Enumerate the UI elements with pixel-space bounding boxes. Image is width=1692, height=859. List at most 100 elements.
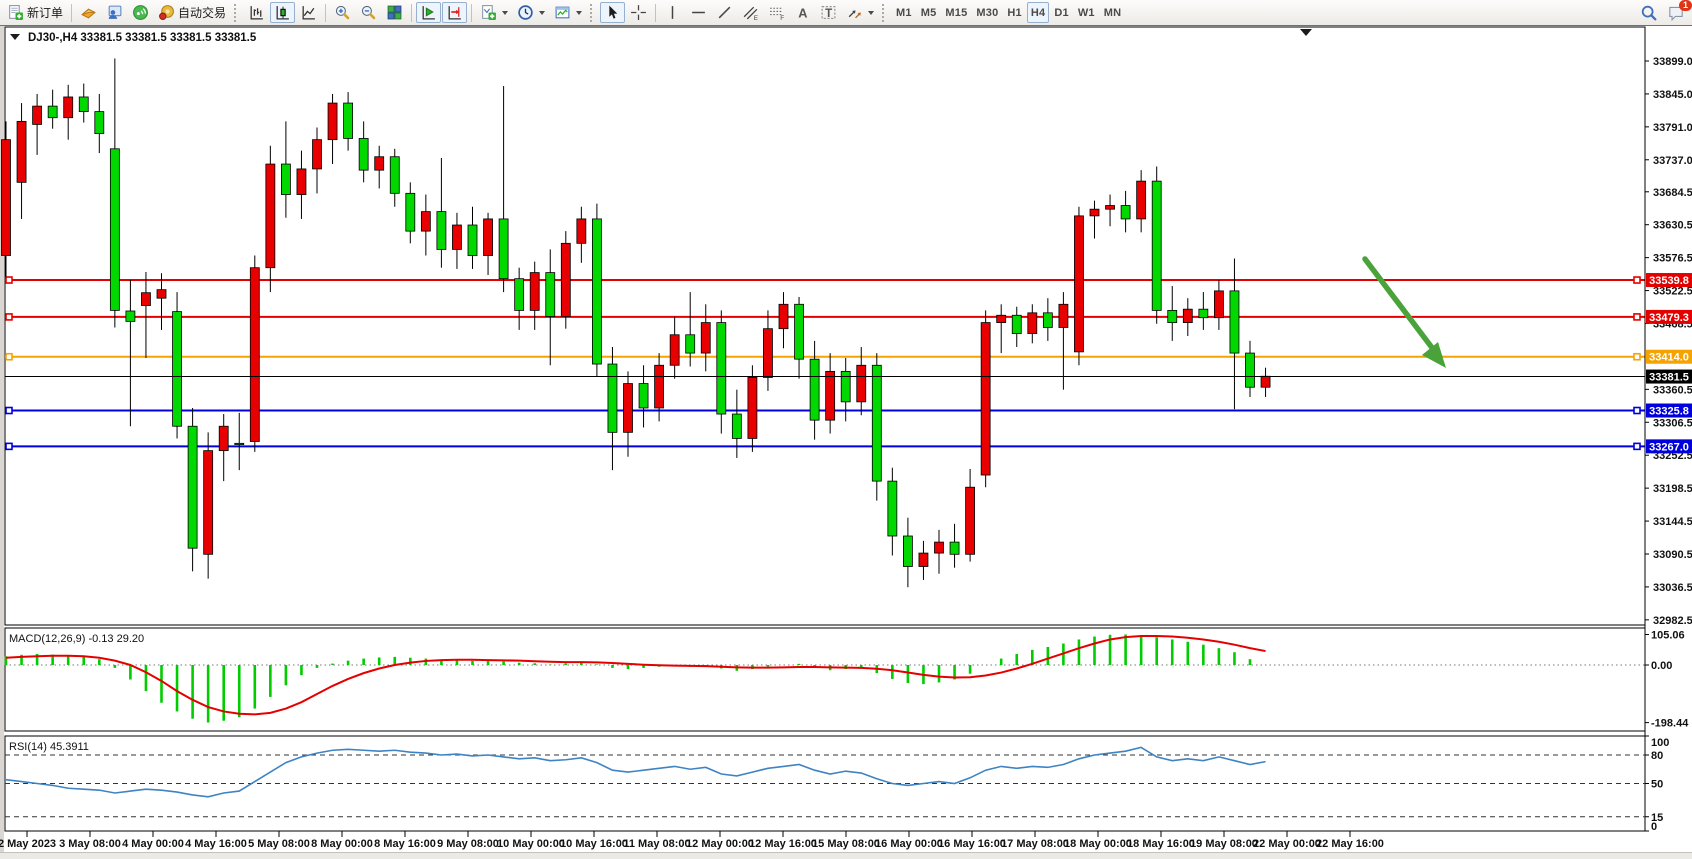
timeframe-D1[interactable]: D1 bbox=[1050, 2, 1072, 23]
candlestick-chart-button[interactable] bbox=[270, 2, 296, 23]
hline-33414.0[interactable] bbox=[5, 352, 1645, 361]
time-tick-label: 8 May 16:00 bbox=[374, 838, 436, 850]
autotrade-label: 自动交易 bbox=[178, 6, 227, 20]
chart-shift-button[interactable] bbox=[442, 2, 468, 23]
timeframe-H1[interactable]: H1 bbox=[1003, 2, 1025, 23]
dropdown-arrow-icon[interactable] bbox=[539, 10, 546, 15]
templates-button[interactable] bbox=[550, 2, 586, 23]
bar-chart-button[interactable] bbox=[244, 2, 269, 23]
box-icon bbox=[81, 8, 96, 19]
broadcast-icon bbox=[133, 5, 148, 20]
timeframe-M5[interactable]: M5 bbox=[917, 2, 941, 23]
data-window-button[interactable] bbox=[102, 2, 127, 23]
price-tick-label: 33198.5 bbox=[1653, 483, 1692, 495]
shapes-icon bbox=[848, 10, 861, 19]
symbol-dropdown-icon[interactable] bbox=[10, 34, 20, 40]
trendline-button[interactable] bbox=[712, 2, 737, 23]
chat-button[interactable]: 1 bbox=[1663, 0, 1692, 23]
cursor-button[interactable] bbox=[600, 2, 626, 23]
time-tick-label: 4 May 00:00 bbox=[122, 838, 184, 850]
svg-text:33414.0: 33414.0 bbox=[1649, 352, 1689, 364]
timeframe-W1[interactable]: W1 bbox=[1074, 2, 1099, 23]
dropdown-arrow-icon[interactable] bbox=[868, 10, 875, 15]
separator bbox=[325, 3, 327, 22]
timeframe-label: H4 bbox=[1030, 6, 1046, 19]
auto-scroll-icon bbox=[422, 6, 435, 20]
chat-badge: 1 bbox=[1679, 0, 1692, 11]
price-badge-33325.8: 33325.8 bbox=[1646, 403, 1692, 418]
svg-text:33381.5: 33381.5 bbox=[1649, 372, 1689, 384]
time-tick-label: 19 May 08:00 bbox=[1190, 838, 1258, 850]
svg-text:33325.8: 33325.8 bbox=[1649, 406, 1689, 418]
template-icon bbox=[555, 6, 570, 19]
macd-axis-label: -198.44 bbox=[1651, 718, 1689, 730]
svg-text:33539.8: 33539.8 bbox=[1649, 275, 1689, 287]
market-watch-button[interactable] bbox=[76, 2, 101, 23]
zoom-out-button[interactable] bbox=[356, 2, 381, 23]
chart-svg[interactable]: 33899.0 33845.0 33791.0 33737.0 33684.5 33630… bbox=[0, 26, 1692, 859]
chart-window[interactable]: 33899.0 33845.0 33791.0 33737.0 33684.5 33630… bbox=[0, 26, 1692, 859]
signals-button[interactable] bbox=[128, 2, 153, 23]
window-bottom-edge bbox=[0, 852, 1692, 859]
toolbar-grip[interactable] bbox=[234, 3, 240, 22]
timeframe-label: MN bbox=[1103, 6, 1122, 19]
crosshair-button[interactable] bbox=[626, 2, 651, 23]
chart-menu-icon[interactable] bbox=[1300, 29, 1312, 36]
rsi-axis-label: 80 bbox=[1651, 750, 1663, 762]
auto-scroll-button[interactable] bbox=[416, 2, 442, 23]
price-tick-label: 33899.0 bbox=[1653, 56, 1692, 68]
macd-signal-line bbox=[5, 634, 1266, 716]
periods-button[interactable] bbox=[513, 2, 549, 23]
timeframe-label: M15 bbox=[945, 6, 968, 19]
zoom-in-button[interactable] bbox=[330, 2, 355, 23]
hline-33267.0[interactable] bbox=[5, 442, 1645, 451]
timeframe-label: M30 bbox=[976, 6, 999, 19]
channel-button[interactable]: E bbox=[738, 2, 763, 23]
person-icon bbox=[108, 5, 122, 19]
vertical-line-button[interactable] bbox=[660, 2, 685, 23]
dropdown-arrow-icon[interactable] bbox=[576, 10, 583, 15]
toolbar-grip[interactable] bbox=[882, 3, 888, 22]
hline-33479.3[interactable] bbox=[5, 313, 1645, 321]
timeframe-M1[interactable]: M1 bbox=[892, 2, 916, 23]
rsi-axis-label: 15 bbox=[1651, 812, 1663, 824]
svg-text:A: A bbox=[798, 5, 807, 20]
shapes-button[interactable] bbox=[842, 2, 878, 23]
horizontal-line-button[interactable] bbox=[686, 2, 711, 23]
svg-text:F: F bbox=[780, 15, 784, 21]
svg-text:T: T bbox=[825, 7, 832, 20]
toolbar-grip[interactable] bbox=[590, 3, 596, 22]
timeframe-MN[interactable]: MN bbox=[1100, 2, 1126, 23]
time-axis[interactable]: 2 May 2023 3 May 08:00 4 May 00:00 4 May 16… bbox=[0, 831, 1384, 850]
vertical-line-icon bbox=[671, 6, 674, 19]
line-chart-button[interactable] bbox=[296, 2, 321, 23]
timeframe-M15[interactable]: M15 bbox=[941, 2, 971, 23]
dropdown-arrow-icon[interactable] bbox=[502, 10, 509, 15]
arrow-annotation[interactable] bbox=[1362, 256, 1446, 368]
candlestick-icon bbox=[276, 6, 289, 20]
new-order-button[interactable]: 新订单 bbox=[3, 2, 67, 23]
timeframe-label: D1 bbox=[1054, 6, 1069, 19]
search-button[interactable] bbox=[1636, 2, 1662, 23]
text-icon: A bbox=[798, 5, 807, 20]
autotrade-button[interactable]: 自动交易 bbox=[154, 2, 230, 23]
text-button[interactable]: A bbox=[790, 2, 815, 23]
chart-shift-icon bbox=[448, 6, 461, 20]
horizontal-lines[interactable] bbox=[5, 276, 1645, 451]
rsi-line bbox=[5, 746, 1266, 798]
tile-windows-button[interactable] bbox=[382, 2, 407, 23]
text-label-button[interactable]: T bbox=[816, 2, 841, 23]
fibonacci-button[interactable]: F bbox=[764, 2, 789, 23]
rsi-axis-label: 0 bbox=[1651, 821, 1657, 833]
time-tick-label: 12 May 16:00 bbox=[749, 838, 817, 850]
macd-panel: MACD(12,26,9) -0.13 29.20 105.06 0.00 -198.… bbox=[4, 630, 1689, 730]
time-tick-label: 10 May 16:00 bbox=[560, 838, 628, 850]
time-tick-label: 18 May 16:00 bbox=[1127, 838, 1195, 850]
hline-33539.8[interactable] bbox=[5, 276, 1645, 284]
indicators-button[interactable] bbox=[476, 2, 512, 23]
hline-33325.8[interactable] bbox=[5, 406, 1645, 415]
timeframe-H4[interactable]: H4 bbox=[1026, 2, 1050, 23]
timeframe-M30[interactable]: M30 bbox=[972, 2, 1002, 23]
price-axis[interactable]: 33899.0 33845.0 33791.0 33737.0 33684.5 33630… bbox=[1644, 27, 1692, 831]
